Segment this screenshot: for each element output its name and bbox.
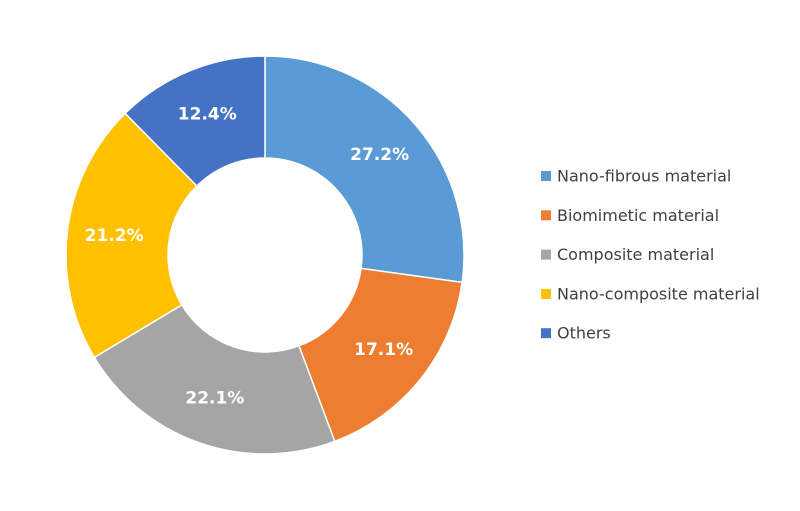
legend-item-composite-material: Composite material [541, 245, 714, 264]
slice-data-labels: 27.2% 17.1% 22.1% 21.2% 12.4% [85, 104, 413, 408]
slice-label-nano-composite-material: 21.2% [85, 226, 144, 246]
legend-item-biomimetic-material: Biomimetic material [541, 206, 719, 225]
legend-label-nano-composite-material: Nano-composite material [557, 284, 760, 303]
donut-slice-others [124, 55, 266, 188]
legend-swatch-nano-composite-material [541, 288, 551, 299]
slice-label-composite-material: 22.1% [185, 388, 244, 408]
legend-swatch-biomimetic-material [541, 210, 551, 221]
donut-slice-nano-fibrous-material [264, 55, 465, 284]
legend-label-nano-fibrous-material: Nano-fibrous material [557, 167, 731, 186]
legend-label-composite-material: Composite material [557, 245, 714, 264]
donut-slice-composite-material [93, 303, 336, 455]
slice-label-others: 12.4% [178, 104, 237, 124]
donut-slice-nano-composite-material [65, 112, 198, 359]
legend-swatch-others [541, 328, 551, 339]
slice-label-biomimetic-material: 17.1% [354, 340, 413, 360]
legend-swatch-composite-material [541, 249, 551, 260]
legend-item-nano-fibrous-material: Nano-fibrous material [541, 167, 731, 186]
chart-legend: Nano-fibrous material Biomimetic material… [541, 167, 760, 343]
legend-swatch-nano-fibrous-material [541, 171, 551, 181]
legend-item-others: Others [541, 324, 611, 343]
legend-item-nano-composite-material: Nano-composite material [541, 284, 760, 303]
slice-label-nano-fibrous-material: 27.2% [350, 145, 409, 165]
donut-slice-biomimetic-material [298, 267, 463, 443]
donut-slices [65, 55, 465, 455]
legend-label-others: Others [557, 324, 611, 343]
legend-label-biomimetic-material: Biomimetic material [557, 206, 719, 225]
